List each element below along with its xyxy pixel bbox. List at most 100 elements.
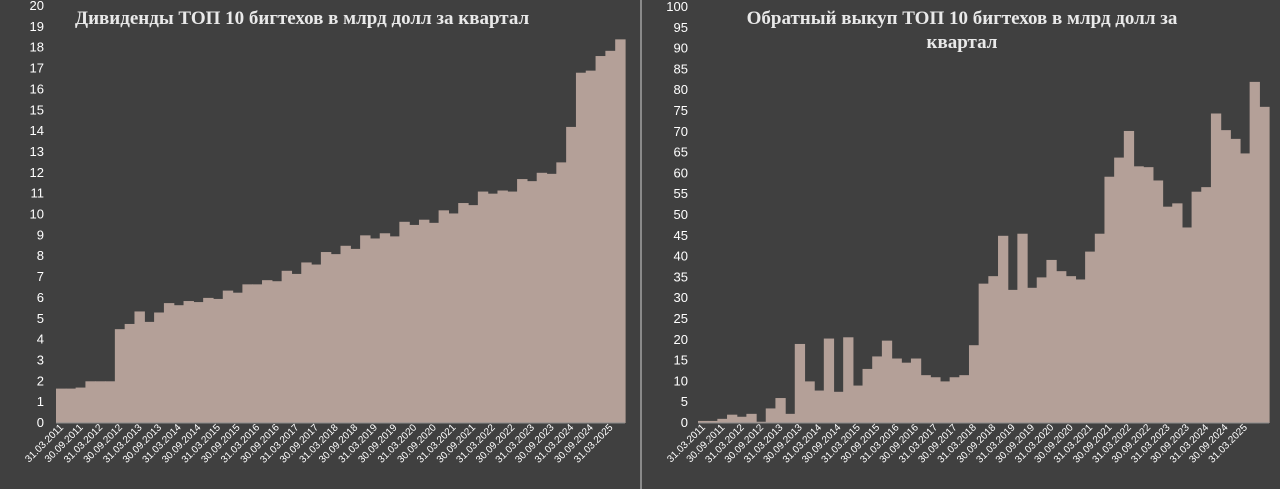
buyback-chart: Обратный выкуп ТОП 10 бигтехов в млрд до…: [665, 0, 1270, 466]
dividends-bar: [154, 312, 165, 423]
buyback-bar: [775, 398, 786, 423]
dividends-bar: [183, 301, 194, 423]
buyback-bar: [1123, 130, 1135, 423]
dividends-bar: [320, 252, 332, 423]
dividends-bar: [232, 292, 243, 423]
dividends-bar: [399, 221, 410, 423]
buyback-bar: [833, 391, 844, 423]
dividends-bar: [75, 387, 87, 423]
dividends-bar: [428, 222, 440, 423]
buyback-y-tick-label: 20: [674, 332, 688, 347]
dividends-bar: [389, 236, 400, 423]
dividends-bar: [605, 50, 616, 423]
dividends-bar: [311, 264, 322, 423]
buyback-bar: [1162, 206, 1173, 423]
buyback-y-tick-label: 0: [681, 415, 688, 430]
dividends-y-tick-label: 19: [30, 19, 44, 34]
buyback-bar: [1075, 279, 1086, 423]
buyback-y-tick-label: 10: [674, 373, 688, 388]
buyback-y-tick-label: 100: [666, 0, 688, 14]
buyback-bar: [891, 358, 902, 423]
dividends-y-tick-label: 10: [30, 207, 44, 222]
buyback-y-tick-label: 45: [674, 228, 688, 243]
buyback-bar: [1114, 157, 1125, 423]
buyback-bar: [1133, 166, 1144, 423]
dividends-bar: [438, 210, 450, 423]
dividends-bar: [409, 224, 420, 423]
buyback-bar: [823, 338, 835, 423]
dividends-bar: [418, 219, 430, 423]
buyback-bar: [1172, 203, 1183, 423]
buyback-y-tick-label: 60: [674, 165, 688, 180]
buyback-bar: [910, 358, 922, 423]
dividends-bar: [497, 190, 508, 423]
buyback-bar: [901, 362, 912, 423]
buyback-bar: [1210, 113, 1222, 423]
buyback-bar: [872, 356, 883, 423]
dividends-y-tick-label: 14: [30, 123, 44, 138]
buyback-bar: [756, 421, 767, 423]
dividends-bar: [615, 39, 626, 424]
buyback-bar: [717, 418, 728, 423]
buyback-bar: [1201, 187, 1212, 423]
buyback-bar: [1056, 271, 1067, 423]
dividends-y-tick-label: 6: [37, 290, 44, 305]
dividends-bar: [330, 254, 342, 423]
dividends-bar: [124, 323, 136, 423]
buyback-y-tick-label: 25: [674, 311, 688, 326]
dividends-bar: [458, 203, 469, 423]
buyback-bar: [746, 413, 757, 423]
buyback-bar: [843, 337, 854, 423]
dividends-bar: [144, 321, 155, 423]
buyback-bar: [804, 381, 815, 423]
buyback-chart-title-line-2: квартал: [927, 32, 998, 53]
dividends-bar: [85, 381, 96, 423]
dividends-bar: [95, 381, 106, 423]
buyback-bar: [1085, 251, 1096, 423]
dividends-bar: [114, 329, 126, 423]
dividends-bar: [56, 388, 67, 423]
dividends-bar: [301, 262, 312, 423]
dividends-y-tick-label: 4: [37, 332, 44, 347]
dividends-bar: [65, 388, 77, 423]
buyback-bar: [998, 235, 1009, 423]
buyback-bar: [939, 381, 951, 423]
dividends-y-tick-label: 16: [30, 81, 44, 96]
dividends-bar: [271, 281, 283, 423]
dividends-bar: [595, 56, 606, 423]
buyback-y-tick-label: 75: [674, 103, 688, 118]
buyback-y-tick-label: 40: [674, 249, 688, 264]
dividends-y-tick-label: 7: [37, 269, 44, 284]
buyback-y-tick-label: 50: [674, 207, 688, 222]
buyback-y-tick-label: 15: [674, 353, 688, 368]
buyback-bar: [1152, 180, 1164, 423]
dividends-bar: [212, 298, 224, 423]
buyback-bar: [1181, 227, 1193, 423]
buyback-bar: [1230, 138, 1241, 423]
dividends-bar: [340, 245, 351, 423]
dividends-bar: [556, 162, 567, 424]
buyback-bar: [1191, 191, 1202, 423]
dividends-bar: [566, 126, 577, 424]
dividends-y-tick-label: 18: [30, 40, 44, 55]
dividends-bar: [487, 193, 499, 423]
dividends-bar: [379, 233, 391, 423]
dividends-y-tick-label: 11: [31, 186, 45, 201]
buyback-bar: [1046, 259, 1057, 423]
buyback-bar: [968, 345, 980, 423]
dividends-bar: [262, 280, 273, 423]
dividends-chart: Дивиденды ТОП 10 бигтехов в млрд долл за…: [23, 0, 626, 466]
dividends-bar: [105, 381, 116, 423]
buyback-bar: [1027, 287, 1038, 423]
buyback-bar: [1143, 167, 1154, 423]
buyback-bar: [736, 416, 747, 423]
buyback-bar: [1239, 153, 1251, 423]
buyback-bar: [930, 377, 941, 423]
buyback-y-tick-label: 30: [674, 290, 688, 305]
dividends-bar: [193, 302, 204, 423]
buyback-bar: [920, 375, 931, 423]
dividends-y-tick-label: 8: [37, 248, 44, 263]
buyback-bar: [1065, 276, 1077, 423]
dividends-y-tick-label: 15: [30, 102, 44, 117]
buyback-bar: [1007, 289, 1018, 423]
